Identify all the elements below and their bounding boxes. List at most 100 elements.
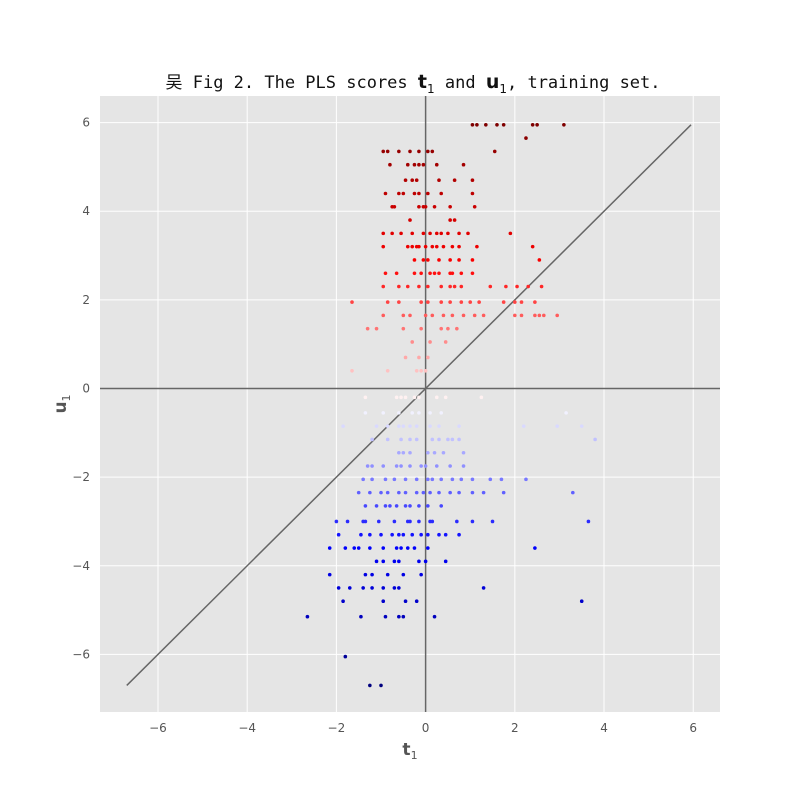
x-tick-label: −4 (238, 721, 256, 735)
data-point (370, 464, 374, 468)
data-point (401, 614, 406, 619)
data-point (419, 464, 423, 468)
data-point (439, 326, 444, 331)
data-point (428, 424, 432, 428)
data-point (381, 464, 386, 468)
data-point (417, 191, 421, 196)
data-point (432, 271, 437, 276)
data-point (432, 204, 437, 209)
data-point (410, 340, 415, 344)
data-point (343, 546, 348, 550)
data-point (417, 149, 421, 154)
data-point (535, 123, 539, 127)
data-point (374, 559, 379, 564)
data-point (392, 586, 397, 590)
data-point (439, 477, 444, 482)
data-point (421, 231, 426, 236)
data-point (430, 477, 435, 482)
data-point (408, 218, 412, 222)
data-point (426, 300, 430, 304)
data-point (408, 519, 412, 524)
data-point (327, 546, 332, 550)
data-point (437, 424, 441, 428)
data-point (459, 477, 464, 482)
data-point (401, 326, 406, 331)
data-point (515, 284, 519, 289)
x-tick-labels: −6 −4 −2 0 2 4 6 (149, 721, 697, 735)
data-point (414, 424, 419, 428)
data-point (530, 244, 535, 249)
data-point (381, 411, 386, 415)
diagonal-line (126, 124, 692, 686)
data-point (388, 162, 392, 167)
data-point (341, 424, 345, 428)
data-point (434, 464, 439, 468)
data-point (397, 559, 401, 564)
data-point (363, 572, 368, 577)
data-point (426, 532, 430, 537)
data-point (368, 683, 372, 688)
data-point (434, 162, 439, 167)
data-point (519, 300, 524, 304)
data-point (450, 244, 455, 249)
data-point (374, 424, 379, 428)
data-point (437, 271, 441, 276)
data-point (470, 271, 475, 276)
data-point (446, 437, 450, 442)
data-point (421, 490, 426, 495)
data-point (394, 395, 399, 400)
data-point (508, 231, 513, 236)
data-point (397, 300, 401, 304)
y-axis-label: u1 (51, 394, 73, 413)
data-point (370, 477, 374, 482)
data-point (446, 326, 450, 331)
data-point (365, 464, 370, 468)
x-tick-label: −6 (149, 721, 167, 735)
data-point (501, 490, 506, 495)
data-point (426, 355, 430, 360)
data-point (488, 477, 493, 482)
data-point (383, 271, 388, 276)
y-tick-label: 6 (82, 116, 90, 130)
data-point (461, 162, 466, 167)
data-point (334, 519, 339, 524)
data-point (385, 437, 390, 442)
data-point (419, 300, 423, 304)
data-point (397, 532, 401, 537)
data-point (359, 532, 363, 537)
data-point (437, 532, 441, 537)
x-tick-label: 4 (600, 721, 608, 735)
data-point (555, 313, 559, 318)
data-point (397, 490, 401, 495)
data-point (410, 411, 415, 415)
data-point (403, 504, 408, 508)
data-point (368, 490, 372, 495)
data-point (397, 411, 401, 415)
data-point (363, 411, 368, 415)
data-point (379, 683, 383, 688)
data-point (392, 519, 397, 524)
data-point (481, 490, 486, 495)
data-point (356, 490, 361, 495)
data-point (381, 586, 386, 590)
data-point (430, 519, 435, 524)
data-points (305, 123, 597, 688)
data-point (521, 424, 526, 428)
data-point (459, 300, 464, 304)
data-point (385, 490, 390, 495)
data-point (381, 231, 386, 236)
data-point (403, 178, 408, 183)
data-point (459, 284, 464, 289)
data-point (452, 178, 457, 183)
data-point (361, 477, 365, 482)
data-point (593, 437, 597, 442)
data-point (397, 586, 401, 590)
data-point (374, 504, 379, 508)
data-point (457, 258, 461, 262)
y-tick-label: −4 (72, 559, 90, 573)
data-point (481, 586, 486, 590)
data-point (414, 437, 419, 442)
data-point (537, 313, 542, 318)
data-point (379, 532, 383, 537)
data-point (399, 437, 403, 442)
